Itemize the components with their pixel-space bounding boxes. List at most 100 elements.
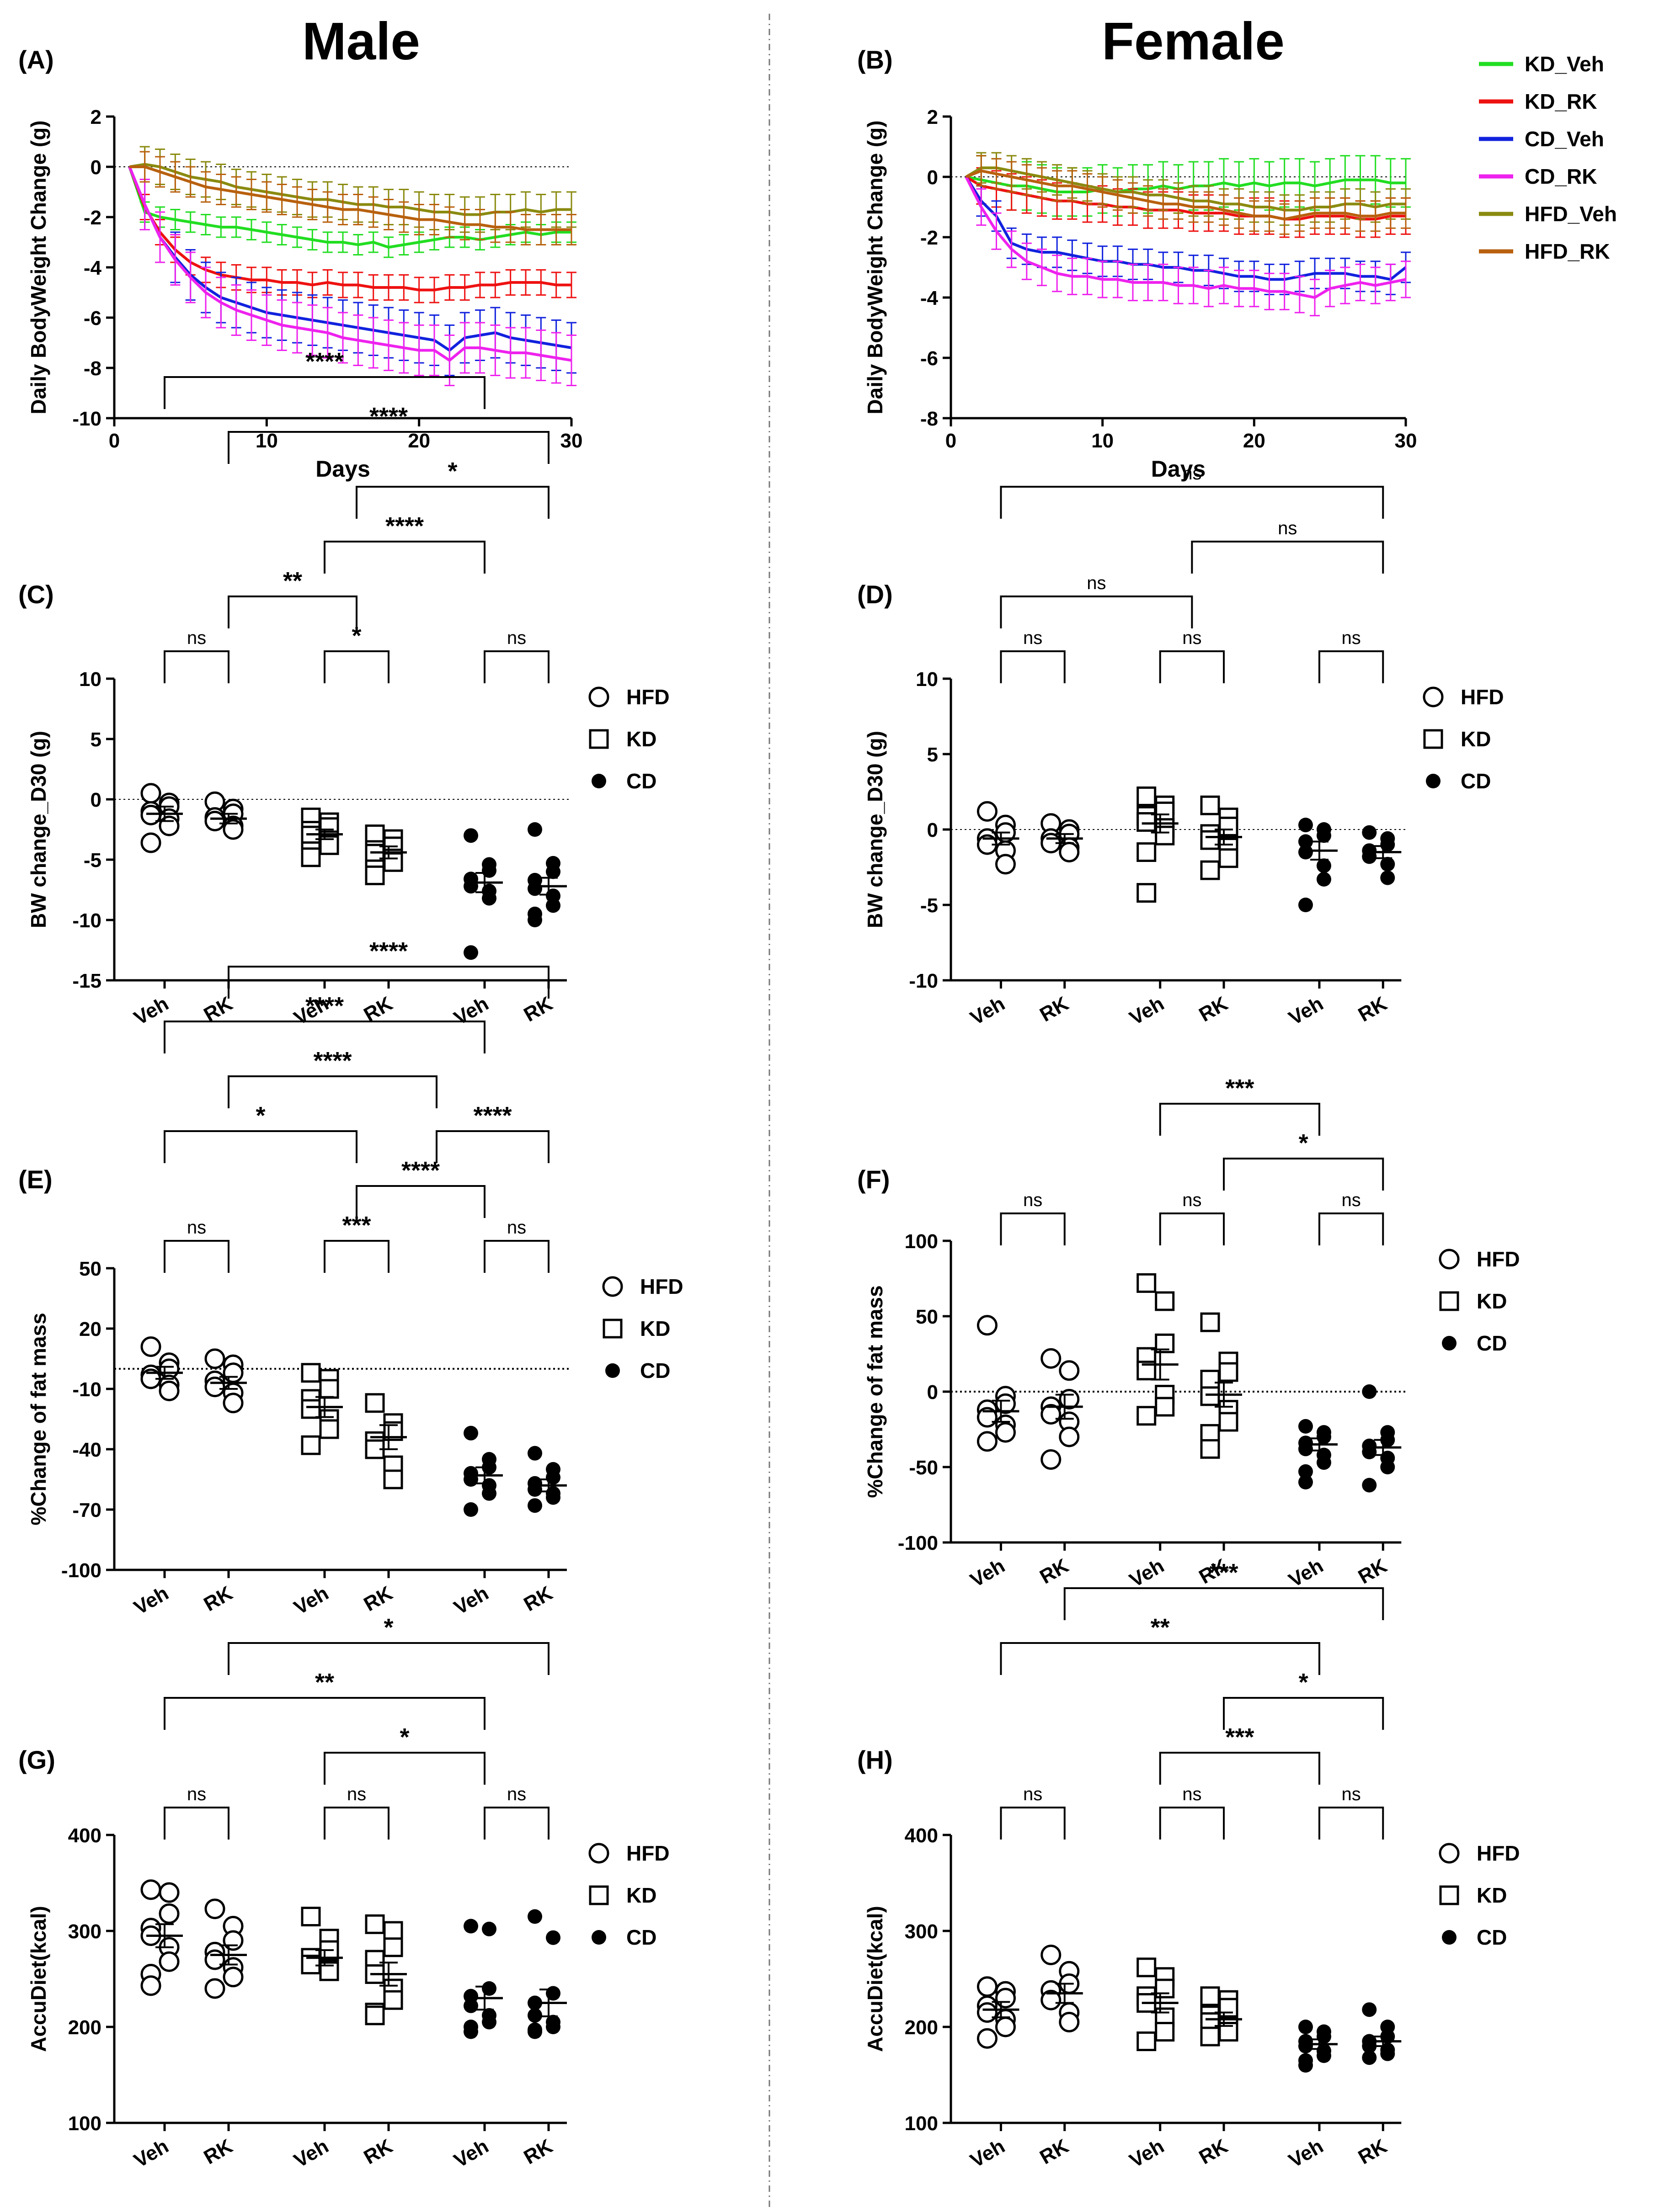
- bracket-label: ns: [187, 1784, 206, 1804]
- panel-d-group-hfd-rk: [1040, 813, 1083, 862]
- bracket-line: [484, 1807, 550, 1840]
- data-point: [1200, 1439, 1220, 1459]
- panel-d-sig-bracket: ns: [1191, 518, 1384, 574]
- data-point: [1380, 870, 1395, 885]
- data-point: [528, 1909, 542, 1924]
- data-point: [1362, 2050, 1377, 2065]
- bracket-line: [1000, 486, 1384, 519]
- series-line: [128, 166, 572, 352]
- panel-c-sig-bracket: ****: [164, 348, 486, 409]
- data-point: [528, 881, 542, 896]
- line-legend: KD_Veh KD_RK CD_Veh CD_RK HFD_Veh HFD_RK: [1479, 52, 1617, 263]
- data-point: [995, 2016, 1016, 2037]
- panel-d-sig-bracket: ns: [1159, 628, 1225, 683]
- panel-g-group-cd-rk: [528, 1909, 567, 2039]
- data-point: [528, 2024, 542, 2039]
- bracket-label: ***: [1225, 1723, 1254, 1751]
- data-point: [1362, 2002, 1377, 2017]
- bracket-label: *: [1299, 1129, 1308, 1157]
- panel-c-ytick-label: -15: [72, 970, 101, 992]
- bracket-label: ns: [1182, 463, 1201, 484]
- bracket-line: [324, 1807, 389, 1840]
- legend-label-hfd: HFD: [626, 685, 670, 709]
- panel-f-group-hfd-veh: [976, 1315, 1019, 1452]
- panel-h-sig-bracket: **: [1000, 1614, 1320, 1675]
- panel-h-ytick-label: 100: [905, 2112, 938, 2135]
- bracket-label: ****: [305, 348, 344, 375]
- panel-d-group-kd-veh: [1136, 786, 1179, 903]
- panel-b-ytick-label: -4: [920, 287, 939, 309]
- bracket-label: ns: [1023, 1784, 1042, 1804]
- panel-e-ytick-label: -100: [61, 1559, 101, 1582]
- legend-marker-hfd: [1423, 686, 1444, 707]
- bracket-label: ****: [305, 992, 344, 1020]
- panel-e-group-kd-rk: [365, 1393, 407, 1489]
- data-point: [482, 891, 496, 906]
- bracket-line: [164, 650, 229, 683]
- bracket-label: ns: [1341, 628, 1361, 648]
- panel-d-ytick-label: -10: [909, 970, 938, 992]
- data-point: [464, 1998, 478, 2013]
- bracket-line: [1000, 1807, 1066, 1840]
- legend-label-kd: KD: [1477, 1883, 1507, 1907]
- data-point: [223, 819, 244, 840]
- data-point: [223, 1930, 244, 1951]
- data-point: [1362, 1478, 1377, 1493]
- panel-h-sig-bracket: ns: [1318, 1784, 1384, 1840]
- bracket-label: ns: [1182, 628, 1201, 648]
- bracket-line: [436, 1130, 550, 1163]
- panel-e-group-hfd-veh: [140, 1336, 183, 1401]
- legend-marker-cd: [605, 1363, 620, 1378]
- series-line: [128, 166, 572, 362]
- bracket-label: **: [315, 1669, 334, 1696]
- data-point: [1298, 1475, 1313, 1489]
- data-point: [301, 1435, 321, 1455]
- data-point: [140, 1336, 161, 1357]
- bracket-label: ****: [473, 1102, 512, 1129]
- title-female: Female: [1102, 11, 1285, 71]
- panel-f-ylabel: %Change of fat mass: [863, 1285, 887, 1498]
- panel-d-group-kd-rk: [1200, 795, 1242, 880]
- data-point: [1218, 816, 1238, 836]
- data-point: [482, 2015, 496, 2030]
- data-point: [546, 1490, 560, 1505]
- panel-g-ytick-label: 100: [68, 2112, 101, 2135]
- panel-h-sig-bracket: ns: [1000, 1784, 1066, 1840]
- data-point: [528, 1446, 542, 1461]
- bracket-line: [228, 966, 550, 999]
- data-point: [1298, 2039, 1313, 2053]
- panel-g-group-cd-veh: [464, 1919, 503, 2039]
- legend-marker-cd: [592, 774, 606, 788]
- panel-h-group-cd-rk: [1362, 2002, 1402, 2065]
- bracket-label: ns: [1341, 1190, 1361, 1210]
- bracket-line: [164, 376, 486, 409]
- legend-label-cd: CD: [1461, 769, 1491, 793]
- bracket-line: [1223, 1697, 1384, 1730]
- panel-a-ytick-label: -8: [84, 357, 101, 380]
- panel-a-xtick-label: 30: [560, 430, 583, 452]
- data-point: [1362, 1384, 1377, 1399]
- panel-b-series-HFD_RK: [966, 155, 1411, 235]
- bracket-line: [164, 1697, 486, 1730]
- legend-label-hfd: HFD: [640, 1275, 683, 1298]
- panel-b-label: (B): [857, 45, 893, 74]
- data-point: [1155, 2022, 1175, 2042]
- panel-c-ytick-label: 5: [91, 728, 101, 751]
- panel-c-group-hfd-veh: [140, 783, 183, 853]
- panel-f-ytick-label: 50: [916, 1306, 938, 1328]
- bracket-label: ns: [187, 1218, 206, 1238]
- data-point: [1136, 1406, 1157, 1426]
- panel-g-group-kd-veh: [301, 1907, 343, 1981]
- data-point: [159, 815, 180, 836]
- bracket-line: [1000, 1642, 1320, 1675]
- panel-h-sig-bracket: ns: [1159, 1784, 1225, 1840]
- bracket-label: ****: [369, 937, 408, 965]
- data-point: [1380, 1460, 1395, 1474]
- legend-label-KD_RK: KD_RK: [1525, 90, 1597, 113]
- panel-a-label: (A): [18, 45, 54, 74]
- panel-c-ytick-label: -10: [72, 909, 101, 932]
- panel-h-ytick-label: 300: [905, 1920, 938, 1943]
